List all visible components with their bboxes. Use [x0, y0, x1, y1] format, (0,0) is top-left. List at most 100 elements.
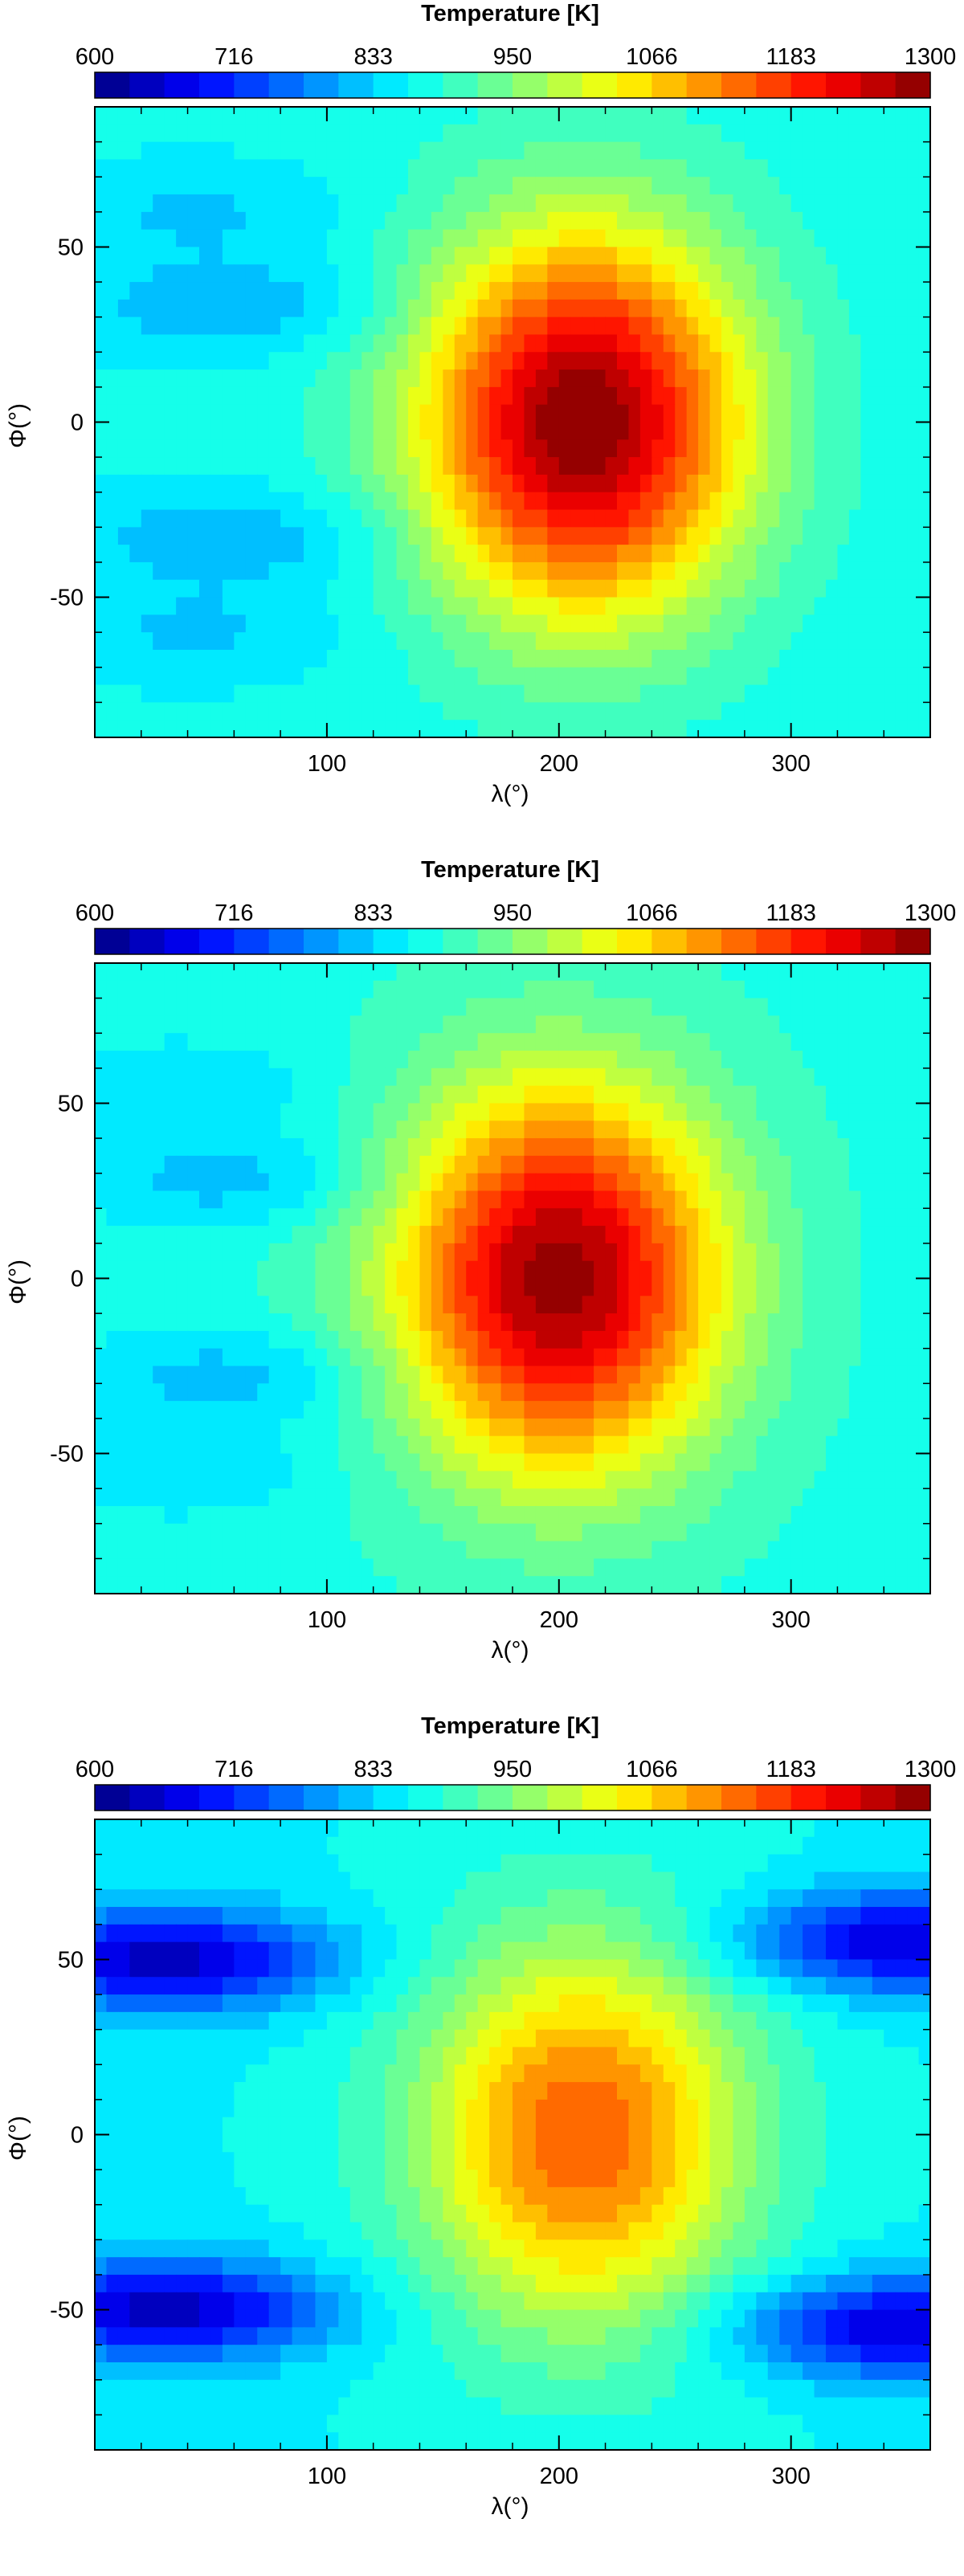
- heatmap-cell: [374, 545, 386, 562]
- heatmap-cell: [443, 1068, 455, 1086]
- heatmap-cell: [652, 1261, 664, 1279]
- heatmap-cell: [210, 439, 223, 457]
- heatmap-cell: [513, 1068, 525, 1086]
- heatmap-cell: [513, 580, 525, 598]
- heatmap-cell: [664, 1121, 676, 1138]
- heatmap-cell: [315, 475, 327, 492]
- heatmap-cell: [385, 159, 397, 177]
- heatmap-cell: [246, 107, 258, 125]
- heatmap-cell: [95, 107, 107, 125]
- heatmap-cell: [419, 1261, 431, 1279]
- heatmap-cell: [478, 457, 490, 475]
- heatmap-cell: [338, 1366, 350, 1384]
- heatmap-cell: [849, 963, 861, 981]
- heatmap-cell: [594, 1243, 606, 1261]
- heatmap-cell: [223, 1366, 235, 1384]
- heatmap-cell: [199, 439, 211, 457]
- heatmap-cell: [153, 667, 165, 685]
- heatmap-cell: [269, 510, 281, 528]
- heatmap-cell: [431, 1331, 443, 1349]
- heatmap-cell: [153, 1226, 165, 1243]
- heatmap-cell: [419, 1138, 431, 1156]
- heatmap-cell: [721, 282, 733, 300]
- heatmap-cell: [837, 159, 849, 177]
- heatmap-cell: [176, 1383, 188, 1401]
- heatmap-cell: [872, 107, 884, 125]
- heatmap-cell: [815, 1086, 827, 1104]
- heatmap-cell: [95, 1121, 107, 1138]
- heatmap-cell: [756, 998, 768, 1016]
- heatmap-cell: [280, 720, 292, 737]
- heatmap-cell: [594, 1156, 606, 1174]
- heatmap-cell: [745, 1068, 757, 1086]
- heatmap-cell: [210, 1454, 223, 1472]
- heatmap-cell: [524, 720, 536, 737]
- heatmap-cell: [513, 317, 525, 335]
- heatmap-cell: [210, 334, 223, 352]
- heatmap-cell: [95, 282, 107, 300]
- heatmap-cell: [524, 1331, 536, 1349]
- heatmap-cell: [606, 1366, 618, 1384]
- heatmap-cell: [118, 1436, 130, 1454]
- heatmap-cell: [803, 107, 815, 125]
- heatmap-cell: [350, 142, 362, 160]
- colorbar-segment: [826, 929, 861, 954]
- heatmap-cell: [501, 1296, 513, 1313]
- heatmap-cell: [129, 1331, 141, 1349]
- heatmap-cell: [246, 1296, 258, 1313]
- heatmap-cell: [860, 1454, 872, 1472]
- heatmap-cell: [570, 1103, 582, 1121]
- heatmap-cell: [106, 230, 118, 247]
- heatmap-cell: [860, 1436, 872, 1454]
- heatmap-cell: [292, 1401, 304, 1419]
- heatmap-cell: [501, 1174, 513, 1191]
- heatmap-cell: [815, 1226, 827, 1243]
- heatmap-cell: [478, 702, 490, 720]
- heatmap-cell: [896, 282, 908, 300]
- heatmap-cell: [466, 247, 478, 264]
- heatmap-cell: [315, 702, 327, 720]
- heatmap-cell: [559, 963, 571, 981]
- heatmap-cell: [698, 1121, 710, 1138]
- heatmap-cell: [559, 300, 571, 317]
- heatmap-cell: [837, 387, 849, 405]
- heatmap-cell: [594, 1103, 606, 1121]
- heatmap-cell: [791, 1296, 803, 1313]
- heatmap-cell: [95, 1190, 107, 1208]
- heatmap-cell: [489, 1454, 501, 1472]
- heatmap-cell: [419, 1349, 431, 1366]
- heatmap-cell: [803, 334, 815, 352]
- heatmap-cell: [733, 1261, 745, 1279]
- heatmap-cell: [210, 1103, 223, 1121]
- heatmap-cell: [606, 667, 618, 685]
- heatmap-cell: [919, 282, 931, 300]
- heatmap-cell: [640, 125, 652, 142]
- heatmap-cell: [141, 334, 153, 352]
- heatmap-cell: [907, 720, 919, 737]
- heatmap-cell: [188, 650, 200, 667]
- heatmap-cell: [408, 527, 420, 545]
- colorbar-segment: [304, 929, 339, 954]
- heatmap-cell: [826, 142, 838, 160]
- heatmap-cell: [466, 1436, 478, 1454]
- heatmap-cell: [408, 1313, 420, 1331]
- heatmap-cell: [907, 510, 919, 528]
- heatmap-cell: [223, 545, 235, 562]
- heatmap-cell: [536, 439, 548, 457]
- heatmap-cell: [536, 317, 548, 335]
- heatmap-cell: [327, 405, 339, 423]
- heatmap-cell: [559, 1383, 571, 1401]
- heatmap-cell: [419, 230, 431, 247]
- heatmap-cell: [779, 230, 791, 247]
- heatmap-cell: [223, 492, 235, 510]
- heatmap-cell: [919, 527, 931, 545]
- heatmap-cell: [860, 650, 872, 667]
- heatmap-cell: [791, 1086, 803, 1104]
- heatmap-cell: [745, 1313, 757, 1331]
- heatmap-cell: [199, 212, 211, 230]
- heatmap-cell: [106, 1471, 118, 1488]
- heatmap-cell: [257, 125, 269, 142]
- heatmap-cell: [745, 650, 757, 667]
- heatmap-cell: [234, 212, 246, 230]
- heatmap-cell: [803, 998, 815, 1016]
